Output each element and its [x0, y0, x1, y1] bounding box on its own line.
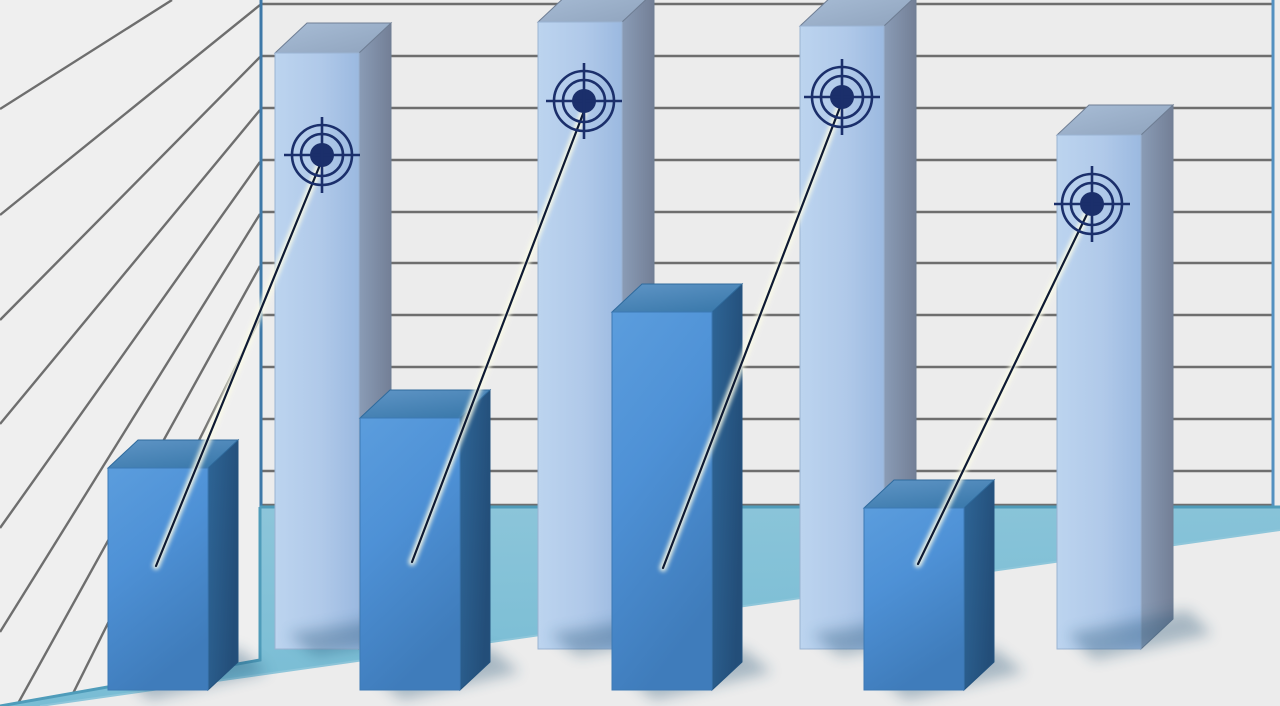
actual-bars-group — [106, 282, 996, 692]
growth-arrow-3 — [659, 98, 846, 572]
actual-bar-3[interactable] — [610, 282, 744, 692]
target-marker-4[interactable] — [1054, 166, 1130, 242]
growth-arrow-2-core — [410, 104, 588, 564]
growth-arrows-group — [152, 98, 1094, 572]
actual-bar-4-front — [863, 507, 965, 691]
growth-arrow-1-core — [154, 158, 324, 568]
growth-arrow-4 — [914, 204, 1094, 568]
actual-bar-4-side — [963, 478, 995, 692]
actual-bar-3-front — [611, 311, 713, 691]
growth-arrow-2 — [408, 102, 590, 566]
growth-arrow-3-core — [661, 100, 844, 570]
actual-bar-4[interactable] — [862, 478, 996, 692]
growth-arrow-1 — [152, 156, 326, 570]
actual-bar-2[interactable] — [358, 388, 492, 692]
actual-bar-2-side — [459, 388, 491, 692]
target-marker-1[interactable] — [284, 117, 360, 193]
target-bar-1-front — [274, 52, 360, 650]
actual-bar-1-side — [207, 438, 239, 692]
actual-bar-1[interactable] — [106, 438, 240, 692]
actual-bar-3-side — [711, 282, 743, 692]
target-marker-3[interactable] — [804, 59, 880, 135]
actual-bar-1-front — [107, 467, 209, 691]
actual-bar-2-front — [359, 417, 461, 691]
target-marker-2[interactable] — [546, 63, 622, 139]
growth-arrow-4-core — [916, 206, 1092, 566]
target-markers-group — [284, 59, 1130, 242]
floor-left-edge — [0, 507, 262, 706]
target-bar-4-side — [1140, 103, 1174, 651]
